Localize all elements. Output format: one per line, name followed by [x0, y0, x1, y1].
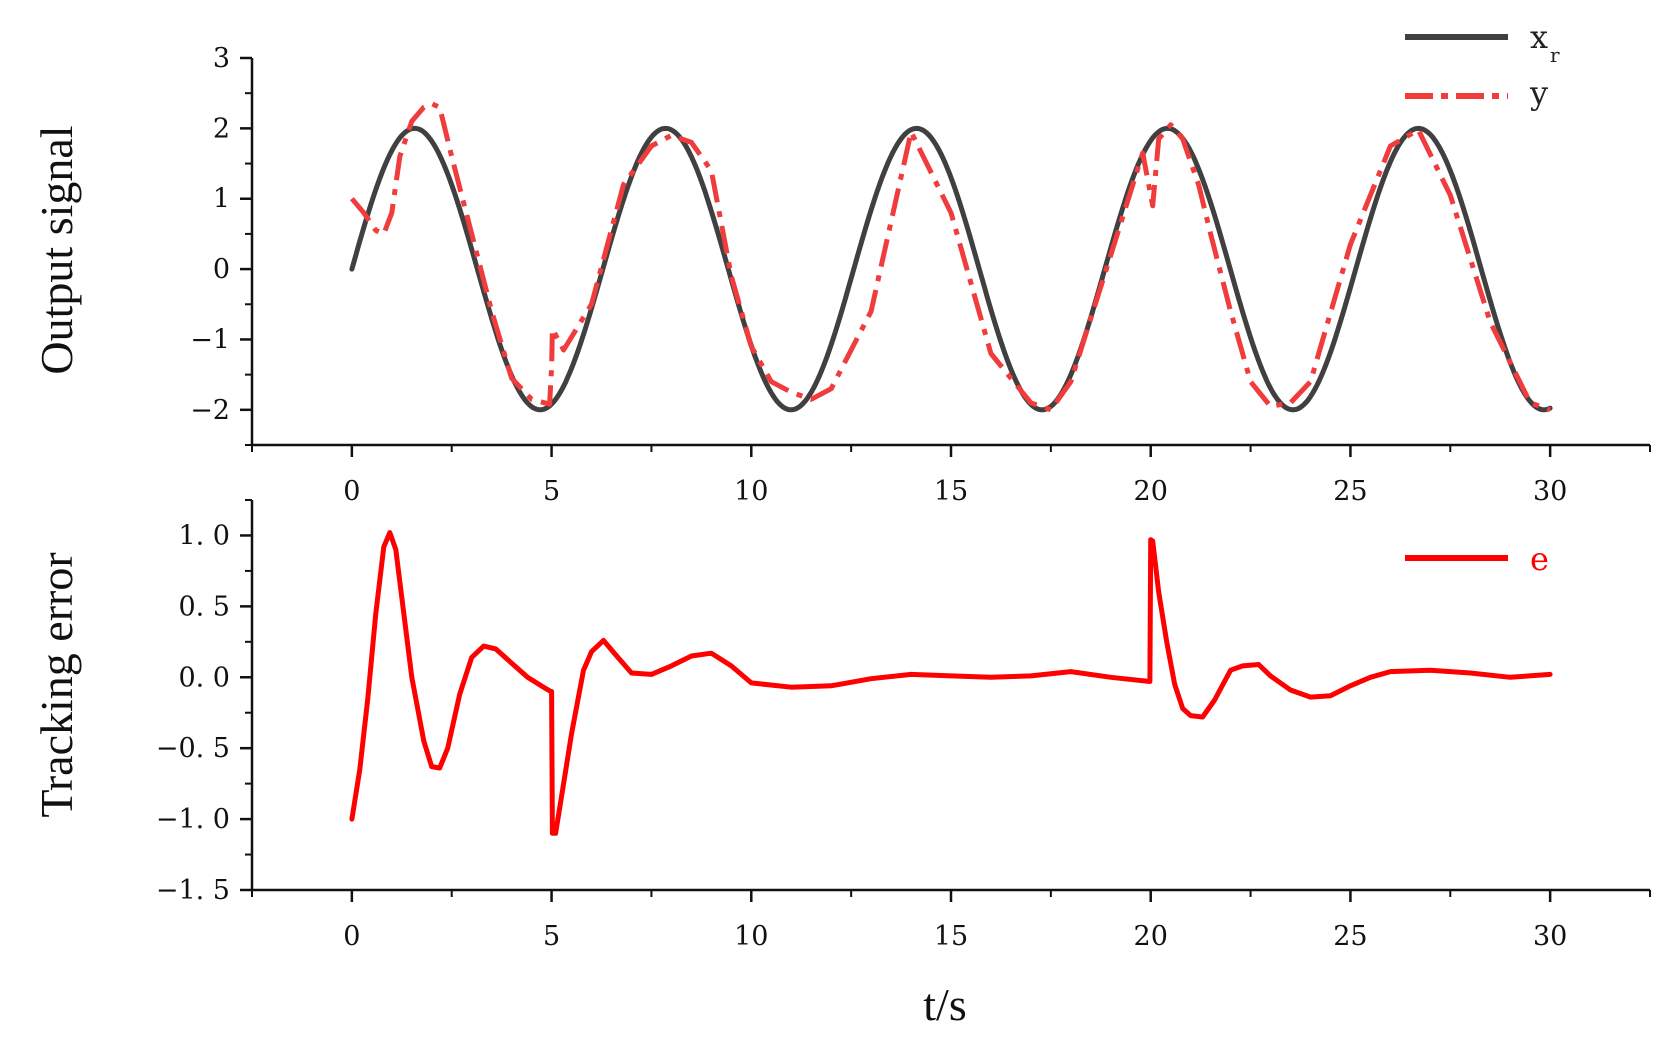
y-tick-label: −1. 0 [156, 804, 230, 835]
x-tick-label: 10 [734, 921, 768, 952]
y-tick-label: 0. 5 [178, 591, 230, 622]
x-tick-label: 10 [734, 476, 768, 507]
y-axis-title-error: Tracking error [31, 552, 82, 817]
y-tick-label: −1 [190, 324, 230, 355]
y-tick-label: 1 [213, 184, 230, 215]
x-tick-label: 0 [343, 476, 360, 507]
x-tick-label: 25 [1333, 476, 1367, 507]
legend-output: x r y [1405, 18, 1560, 112]
y-axis-title-output: Output signal [31, 125, 82, 374]
x-tick-label: 5 [543, 921, 560, 952]
y-tick-label: 1. 0 [178, 520, 230, 551]
x-tick-label: 20 [1134, 921, 1168, 952]
legend-label-y: y [1529, 74, 1548, 112]
y-tick-label: 0 [213, 254, 230, 285]
legend-label-xr: x [1530, 18, 1548, 56]
x-tick-label: 15 [934, 921, 968, 952]
tracking-error-panel: 0 5 10 15 20 25 30 −1. 5 −1. 0 −0. 5 0. 0 0. 5 1. 0 [156, 499, 1651, 952]
y-tick-label: −2 [190, 395, 230, 426]
series-line-x [349, 125, 1553, 413]
y-tick-label: −0. 5 [156, 733, 230, 764]
y-tick-label: 0. 0 [178, 662, 230, 693]
x-tick-label: 20 [1134, 476, 1168, 507]
series-line-y [349, 101, 1551, 413]
y-tick-label: 3 [213, 43, 230, 74]
x-tick-label: 25 [1333, 921, 1367, 952]
x-tick-label: 15 [934, 476, 968, 507]
legend-error: e [1405, 540, 1549, 578]
x-tick-label: 5 [543, 476, 560, 507]
series-line-e [349, 530, 1553, 836]
legend-label-e: e [1530, 540, 1549, 578]
x-tick-label: 30 [1533, 476, 1567, 507]
x-axis-title: t/s [923, 979, 966, 1030]
x-tick-label: 0 [343, 921, 360, 952]
y-tick-label: 2 [213, 113, 230, 144]
y-tick-label: −1. 5 [156, 875, 230, 906]
output-signal-panel: 0 5 10 15 20 25 30 −2 −1 0 1 2 3 [190, 43, 1651, 507]
x-tick-label: 30 [1533, 921, 1567, 952]
legend-label-xr-subscript: r [1550, 43, 1560, 67]
